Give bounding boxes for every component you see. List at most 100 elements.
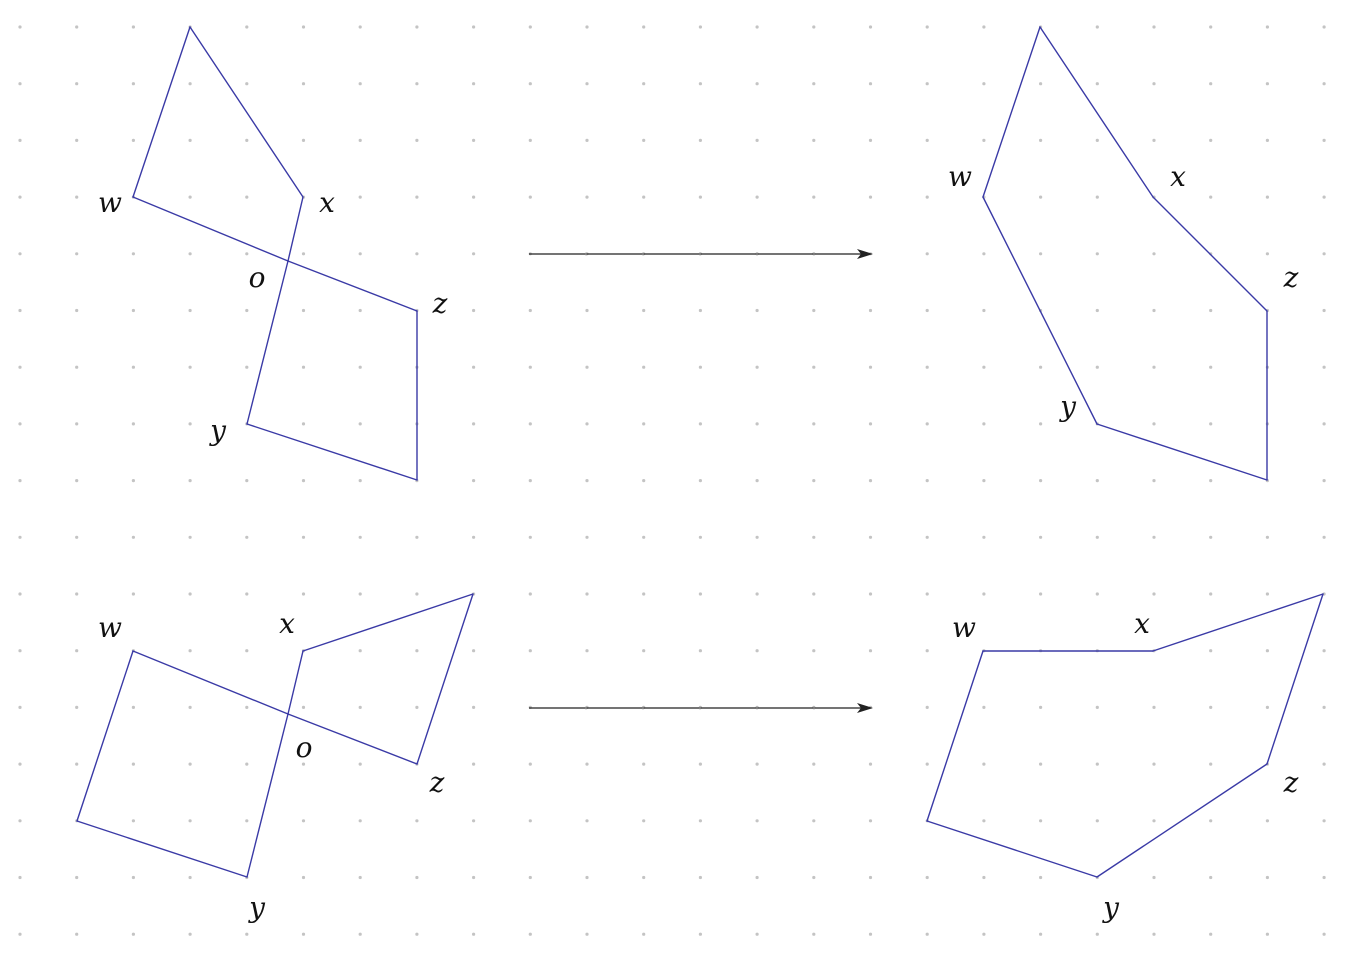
grid-dot — [75, 649, 79, 653]
grid-dot — [1322, 649, 1326, 653]
grid-dot — [585, 762, 589, 766]
grid-dot — [982, 25, 986, 29]
bottom-arrow — [529, 703, 873, 713]
grid-dot — [812, 308, 816, 313]
grid-dot — [131, 82, 135, 86]
grid-dot — [415, 535, 419, 539]
edge-y-far — [926, 820, 1098, 878]
grid-dot — [1209, 592, 1213, 596]
grid-dot — [415, 25, 419, 29]
grid-dot — [755, 195, 759, 199]
edge-far-y — [76, 820, 248, 878]
grid-dot — [755, 422, 759, 426]
grid-dot — [868, 25, 873, 29]
grid-dot — [75, 82, 79, 86]
grid-dot — [925, 592, 929, 596]
grid-dot — [1322, 138, 1326, 142]
grid-dot — [131, 705, 135, 710]
grid-dot — [301, 138, 306, 142]
grid-dot — [358, 819, 362, 823]
grid-dot — [585, 308, 589, 313]
edge-y-w — [982, 196, 1098, 425]
grid-dot — [472, 422, 476, 426]
grid-dot — [245, 25, 249, 29]
grid-dot — [755, 932, 759, 936]
grid-dot — [415, 819, 419, 823]
grid-dot — [1039, 592, 1043, 596]
grid-dot — [188, 592, 192, 596]
grid-dot — [245, 138, 249, 142]
grid-dot — [1039, 932, 1043, 936]
grid-dot — [1039, 195, 1043, 199]
grid-dot — [1322, 479, 1326, 483]
grid-dot — [1152, 932, 1156, 936]
grid-dot — [301, 875, 306, 880]
grid-dot — [1322, 762, 1326, 766]
grid-dot — [415, 592, 419, 596]
vertex-labels: w x o z y w x z y w x o z y w x z y — [98, 160, 1299, 924]
grid-dot — [755, 82, 759, 86]
grid-dot — [812, 365, 816, 369]
grid-dot — [698, 138, 703, 142]
grid-dot — [131, 819, 135, 823]
vertex-label-y: y — [1101, 891, 1120, 924]
grid-dot — [1265, 649, 1269, 653]
grid-dot — [1152, 819, 1156, 823]
grid-dot — [1209, 25, 1213, 29]
grid-dot — [698, 25, 703, 29]
grid-dot — [472, 82, 476, 86]
grid-dot — [75, 365, 79, 369]
grid-dot — [301, 252, 306, 256]
grid-dot — [925, 422, 929, 426]
grid-dot — [698, 365, 703, 369]
grid-dot — [131, 422, 135, 426]
grid-dot — [642, 875, 646, 880]
grid-dot — [472, 25, 476, 29]
grid-dot — [131, 932, 135, 936]
grid-dot — [75, 535, 79, 539]
grid-dot — [812, 819, 816, 823]
grid-dot — [1265, 195, 1269, 199]
grid-dot — [1265, 875, 1269, 880]
grid-dot — [698, 875, 703, 880]
edge-x-o — [287, 196, 304, 262]
grid-dot — [301, 308, 306, 313]
grid-dot — [358, 25, 362, 29]
grid-dot — [472, 365, 476, 369]
grid-dot — [245, 252, 249, 256]
grid-dot — [642, 365, 646, 369]
grid-dot — [188, 762, 192, 766]
grid-dot — [698, 82, 703, 86]
grid-dot — [1209, 308, 1213, 313]
grid-dot — [642, 82, 646, 86]
grid-dot — [18, 308, 22, 313]
grid-dot — [301, 592, 306, 596]
vertex-label-x: x — [279, 607, 295, 640]
grid-dot — [415, 82, 419, 86]
grid-dot — [131, 479, 135, 483]
grid-dot — [245, 932, 249, 936]
grid-dot — [642, 422, 646, 426]
grid-dot — [18, 479, 22, 483]
grid-dot — [812, 82, 816, 86]
grid-dot — [982, 932, 986, 936]
edge-x-tip — [302, 593, 474, 652]
grid-dot — [18, 138, 22, 142]
grid-dot — [188, 252, 192, 256]
grid-dot — [131, 308, 135, 313]
vertex-label-x: x — [1134, 607, 1150, 640]
grid-dot — [1265, 705, 1269, 710]
grid-dot — [358, 308, 362, 313]
edge-o-z — [287, 713, 418, 765]
grid-dot — [642, 535, 646, 539]
vertex-label-x: x — [319, 186, 335, 219]
grid-dot — [755, 25, 759, 29]
grid-dot — [642, 138, 646, 142]
grid-dot — [528, 592, 532, 596]
edge-z-y — [1096, 763, 1268, 878]
grid-dot — [812, 25, 816, 29]
grid-dot — [982, 252, 986, 256]
grid-dot — [642, 25, 646, 29]
grid-dot — [755, 535, 759, 539]
grid-dot — [1095, 365, 1099, 369]
